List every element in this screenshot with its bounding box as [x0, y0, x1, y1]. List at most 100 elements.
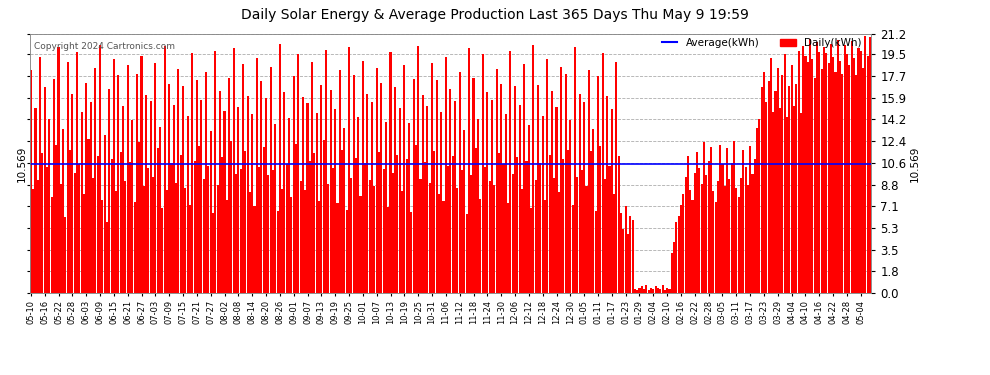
Bar — [87, 139, 89, 292]
Bar — [533, 45, 535, 292]
Bar — [585, 186, 587, 292]
Bar — [420, 179, 422, 292]
Bar — [148, 168, 149, 292]
Bar — [94, 68, 96, 292]
Bar — [866, 56, 869, 292]
Bar — [73, 173, 75, 292]
Bar — [708, 160, 710, 292]
Bar — [357, 117, 359, 292]
Bar — [537, 85, 540, 292]
Bar — [429, 183, 431, 292]
Bar — [200, 100, 203, 292]
Bar — [344, 128, 346, 292]
Bar — [49, 119, 50, 292]
Bar — [62, 129, 64, 292]
Bar — [269, 67, 271, 292]
Bar — [177, 69, 179, 292]
Bar — [553, 178, 555, 292]
Bar — [840, 61, 842, 292]
Bar — [602, 53, 604, 292]
Bar — [76, 52, 78, 292]
Bar — [784, 54, 786, 292]
Bar — [684, 177, 687, 292]
Bar — [837, 40, 839, 292]
Bar — [413, 79, 415, 292]
Bar — [611, 110, 613, 292]
Bar — [489, 182, 491, 292]
Bar — [530, 208, 533, 292]
Bar — [267, 176, 269, 292]
Bar — [671, 254, 673, 292]
Bar — [862, 68, 864, 292]
Bar — [470, 176, 472, 292]
Bar — [458, 72, 460, 292]
Bar — [159, 126, 161, 292]
Bar — [852, 58, 855, 292]
Bar — [272, 171, 274, 292]
Bar — [550, 91, 553, 292]
Bar — [311, 62, 313, 292]
Bar — [361, 61, 364, 292]
Bar — [798, 51, 800, 292]
Bar — [242, 64, 244, 292]
Bar — [392, 173, 394, 292]
Bar — [786, 117, 788, 292]
Bar — [104, 135, 106, 292]
Bar — [816, 42, 818, 292]
Bar — [715, 202, 717, 292]
Bar — [650, 288, 652, 292]
Bar — [661, 285, 663, 292]
Bar — [352, 75, 354, 292]
Bar — [115, 191, 117, 292]
Bar — [214, 51, 217, 292]
Bar — [316, 113, 318, 292]
Bar — [297, 54, 299, 292]
Bar — [781, 75, 783, 292]
Bar — [205, 72, 207, 292]
Bar — [498, 153, 500, 292]
Bar — [855, 75, 857, 292]
Bar — [189, 205, 191, 292]
Bar — [807, 62, 809, 292]
Bar — [434, 151, 436, 292]
Bar — [793, 106, 795, 292]
Bar — [283, 92, 285, 292]
Bar — [304, 190, 306, 292]
Bar — [238, 107, 240, 292]
Bar — [696, 152, 698, 292]
Bar — [791, 66, 793, 292]
Bar — [557, 192, 560, 292]
Bar — [276, 211, 278, 292]
Bar — [722, 164, 724, 292]
Bar — [765, 102, 767, 292]
Bar — [161, 208, 163, 292]
Bar — [574, 47, 576, 292]
Bar — [618, 156, 620, 292]
Bar — [371, 102, 373, 292]
Bar — [828, 63, 830, 292]
Bar — [673, 243, 675, 292]
Bar — [179, 154, 182, 292]
Bar — [542, 116, 544, 292]
Bar — [845, 54, 848, 292]
Bar — [659, 289, 661, 292]
Bar — [569, 120, 571, 292]
Bar — [417, 46, 419, 292]
Bar — [588, 70, 590, 292]
Bar — [90, 102, 92, 292]
Bar — [346, 210, 347, 292]
Bar — [368, 180, 371, 292]
Bar — [826, 53, 828, 292]
Bar — [341, 150, 344, 292]
Bar — [66, 62, 68, 292]
Bar — [544, 200, 546, 292]
Bar — [555, 107, 557, 292]
Bar — [152, 177, 154, 292]
Bar — [482, 54, 484, 292]
Bar — [207, 166, 210, 292]
Bar — [546, 59, 548, 292]
Bar — [35, 108, 37, 292]
Bar — [149, 101, 151, 292]
Bar — [50, 197, 52, 292]
Bar — [129, 162, 131, 292]
